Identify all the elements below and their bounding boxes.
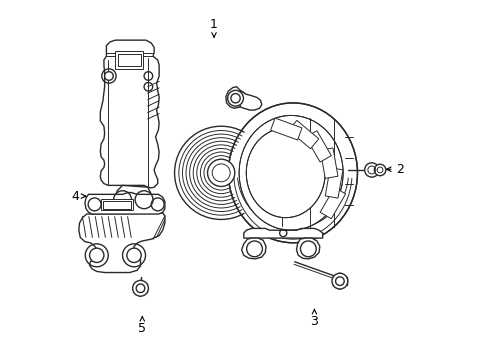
Ellipse shape <box>246 128 325 218</box>
Polygon shape <box>79 213 164 273</box>
Bar <box>101 199 133 211</box>
Polygon shape <box>244 228 322 238</box>
Polygon shape <box>225 87 244 108</box>
Polygon shape <box>100 40 159 188</box>
Text: 2: 2 <box>386 163 404 176</box>
Circle shape <box>126 248 141 262</box>
Circle shape <box>207 159 234 186</box>
Bar <box>320 148 337 179</box>
Ellipse shape <box>239 116 343 230</box>
Circle shape <box>89 248 104 262</box>
Text: 1: 1 <box>210 18 218 37</box>
Bar <box>305 131 331 162</box>
Bar <box>118 54 140 66</box>
Polygon shape <box>296 238 319 259</box>
Circle shape <box>132 280 148 296</box>
Circle shape <box>104 72 113 80</box>
Bar <box>325 168 342 198</box>
Polygon shape <box>115 185 151 213</box>
Text: 3: 3 <box>310 309 318 328</box>
Bar <box>320 188 345 219</box>
Bar <box>115 51 143 69</box>
Polygon shape <box>240 90 261 110</box>
Text: 5: 5 <box>138 316 146 335</box>
Circle shape <box>331 273 347 289</box>
Text: 4: 4 <box>71 190 85 203</box>
Polygon shape <box>241 238 265 259</box>
Bar <box>103 201 131 209</box>
Bar <box>288 120 318 149</box>
Bar <box>270 118 302 140</box>
Ellipse shape <box>228 103 357 243</box>
Circle shape <box>373 164 385 176</box>
Polygon shape <box>85 193 164 214</box>
Circle shape <box>364 163 378 177</box>
Circle shape <box>227 90 243 106</box>
